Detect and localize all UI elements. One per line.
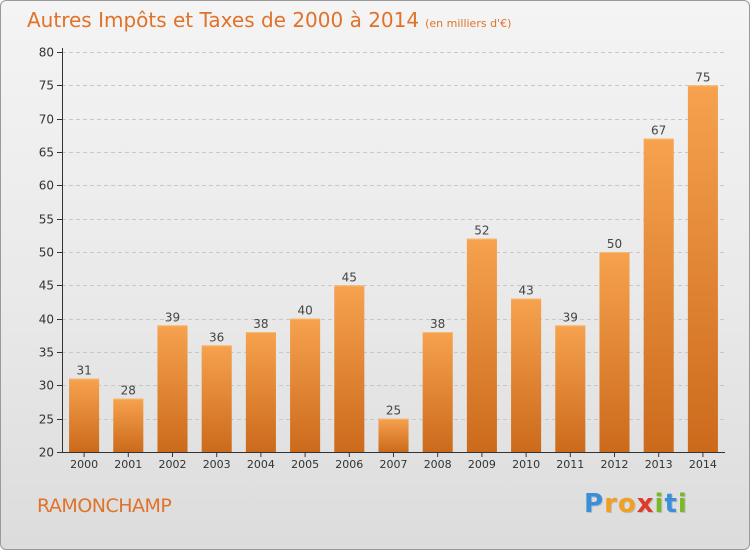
bar — [643, 138, 674, 452]
axes: 20 25 30 35 40 45 50 55 60 65 70 75 80 2000 2001 2002 20… — [39, 46, 725, 471]
x-tick-label: 2002 — [159, 458, 187, 471]
x-tick-label: 2007 — [380, 458, 408, 471]
data-label: 75 — [695, 70, 710, 84]
bars — [69, 85, 718, 452]
data-label: 52 — [474, 224, 489, 238]
bar — [511, 298, 542, 452]
x-tick-label: 2008 — [424, 458, 452, 471]
data-label: 39 — [165, 310, 180, 324]
x-tick-label: 2010 — [512, 458, 540, 471]
bar — [245, 332, 276, 452]
logo-letter: t — [664, 489, 678, 519]
x-tick-label: 2012 — [601, 458, 629, 471]
unit-label: (en milliers d'€) — [425, 17, 512, 30]
y-tick-label: 65 — [39, 146, 54, 160]
bar — [599, 252, 630, 452]
y-tick-label: 35 — [39, 346, 54, 360]
bar — [466, 238, 497, 452]
chart-title: Autres Impôts et Taxes de 2000 à 2014 (en… — [27, 8, 511, 32]
data-label: 38 — [253, 317, 268, 331]
y-tick-label: 50 — [39, 246, 54, 260]
proxiti-logo[interactable]: Proxiti — [584, 489, 688, 519]
bar — [201, 345, 232, 452]
y-tick-label: 80 — [39, 46, 54, 60]
data-label: 28 — [121, 384, 136, 398]
y-tick-label: 75 — [39, 79, 54, 93]
logo-letter: r — [604, 489, 618, 519]
data-label: 31 — [76, 364, 91, 378]
data-label: 25 — [386, 404, 401, 418]
y-tick-label: 20 — [39, 446, 54, 460]
bar — [334, 285, 365, 452]
data-label: 45 — [342, 270, 357, 284]
x-tick-label: 2013 — [645, 458, 673, 471]
logo-letter: i — [677, 489, 688, 519]
y-tick-label: 70 — [39, 113, 54, 127]
logo-letter: x — [636, 489, 655, 519]
x-tick-label: 2011 — [556, 458, 584, 471]
data-label: 40 — [297, 304, 312, 318]
bar — [555, 325, 586, 452]
bar — [157, 325, 188, 452]
data-label: 36 — [209, 330, 224, 344]
bar — [290, 318, 321, 452]
y-tick-label: 25 — [39, 413, 54, 427]
title-text: Autres Impôts et Taxes de 2000 à 2014 — [27, 8, 420, 32]
x-tick-label: 2009 — [468, 458, 496, 471]
data-labels: 31 28 39 36 38 40 45 25 38 52 43 39 50 67 75 — [76, 70, 710, 417]
data-label: 39 — [563, 310, 578, 324]
y-tick-label: 40 — [39, 313, 54, 327]
commune-name: RAMONCHAMP — [37, 495, 172, 517]
x-tick-label: 2001 — [114, 458, 142, 471]
x-tick-label: 2003 — [203, 458, 231, 471]
y-tick-label: 60 — [39, 179, 54, 193]
data-label: 38 — [430, 317, 445, 331]
logo-letter: o — [617, 489, 637, 519]
x-tick-label: 2000 — [70, 458, 98, 471]
data-label: 50 — [607, 237, 622, 251]
bar — [378, 418, 409, 452]
y-tick-label: 45 — [39, 279, 54, 293]
logo-letter: P — [584, 489, 605, 519]
bar — [113, 398, 144, 452]
logo-letter: i — [654, 489, 665, 519]
x-tick-label: 2005 — [291, 458, 319, 471]
bar — [69, 378, 100, 452]
data-label: 67 — [651, 124, 666, 138]
x-tick-label: 2006 — [335, 458, 363, 471]
x-tick-label: 2004 — [247, 458, 275, 471]
bar — [422, 332, 453, 452]
bar — [687, 85, 718, 452]
y-tick-label: 55 — [39, 213, 54, 227]
y-tick-label: 30 — [39, 379, 54, 393]
data-label: 43 — [518, 284, 533, 298]
x-tick-label: 2014 — [689, 458, 717, 471]
